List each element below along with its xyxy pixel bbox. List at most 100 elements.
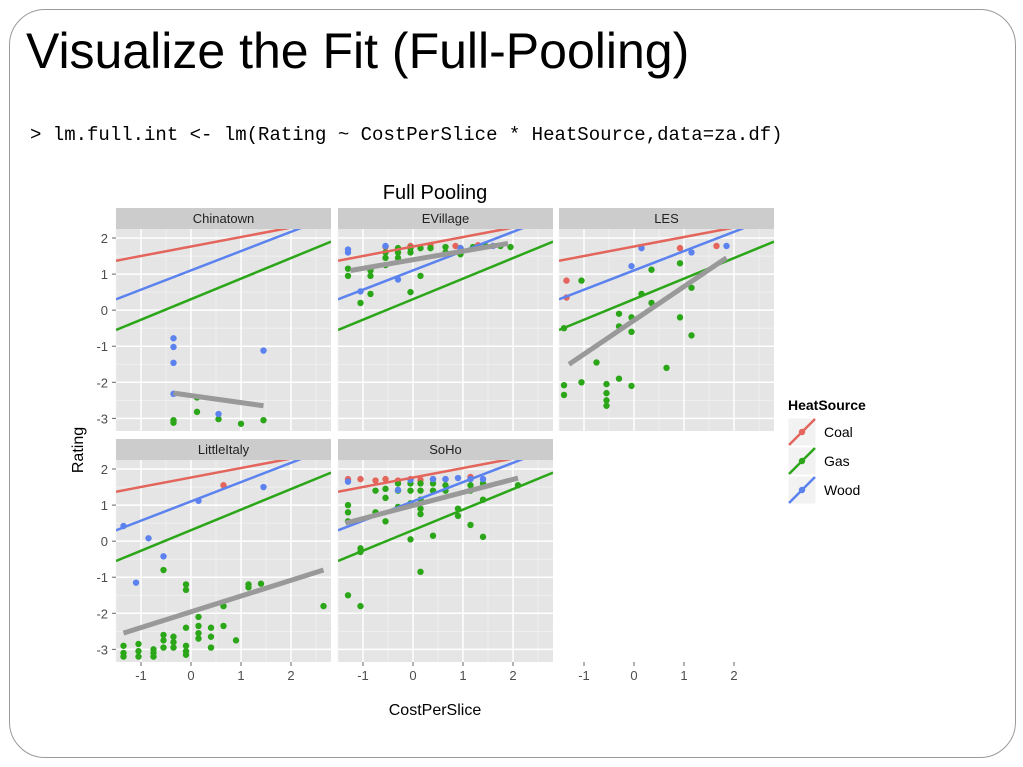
point-gas bbox=[372, 487, 379, 494]
x-tick-label: -1 bbox=[135, 668, 147, 683]
point-gas bbox=[417, 480, 424, 487]
legend-key-point bbox=[798, 486, 806, 494]
pooled-line-coal bbox=[116, 229, 291, 262]
y-tick-label: 0 bbox=[101, 303, 108, 318]
x-tick-label: 1 bbox=[459, 668, 466, 683]
point-gas bbox=[220, 622, 227, 630]
point-gas bbox=[603, 402, 610, 409]
pooled-line-coal bbox=[116, 460, 291, 493]
pooled-line-wood bbox=[116, 460, 302, 532]
point-wood bbox=[454, 474, 462, 482]
pooled-line-coal bbox=[338, 460, 513, 493]
panel-data-littleitaly bbox=[116, 460, 331, 660]
strip-chinatown bbox=[116, 208, 331, 229]
point-gas bbox=[182, 642, 190, 649]
slide-title: Visualize the Fit (Full-Pooling) bbox=[26, 23, 690, 79]
point-gas bbox=[442, 243, 449, 251]
pooled-line-gas bbox=[116, 471, 331, 563]
point-gas bbox=[467, 521, 474, 529]
pooled-line-gas bbox=[116, 240, 331, 332]
y-tick-label: 2 bbox=[101, 231, 108, 246]
pooled-line-wood bbox=[116, 229, 302, 301]
point-gas bbox=[195, 622, 202, 630]
y-tick-label: 2 bbox=[101, 462, 108, 477]
point-gas bbox=[688, 284, 695, 291]
point-gas bbox=[578, 379, 585, 386]
panel-background bbox=[338, 229, 553, 431]
point-gas bbox=[344, 509, 352, 516]
y-tick-label: -3 bbox=[96, 411, 108, 426]
point-gas bbox=[120, 642, 127, 649]
pooled-line-coal bbox=[338, 229, 513, 262]
pooled-line-gas bbox=[559, 240, 774, 332]
panel-data-les bbox=[559, 229, 774, 409]
point-gas bbox=[182, 581, 190, 588]
point-wood bbox=[160, 553, 167, 560]
point-gas bbox=[628, 328, 635, 336]
point-wood bbox=[429, 475, 437, 483]
point-gas bbox=[257, 580, 265, 587]
point-gas bbox=[182, 651, 190, 658]
point-gas bbox=[676, 314, 684, 321]
point-gas bbox=[578, 277, 585, 284]
point-gas bbox=[193, 408, 201, 416]
panel-fit-line bbox=[567, 255, 728, 367]
legend-key-gas: Gas bbox=[787, 446, 850, 476]
point-gas bbox=[344, 592, 352, 599]
legend-key-point bbox=[798, 457, 806, 465]
point-gas bbox=[170, 419, 177, 426]
point-gas bbox=[207, 644, 215, 651]
y-tick-label: -1 bbox=[96, 570, 108, 585]
y-tick-label: 0 bbox=[101, 534, 108, 549]
point-gas bbox=[207, 624, 215, 631]
x-tick-label: -1 bbox=[357, 668, 369, 683]
point-gas bbox=[663, 364, 670, 372]
point-wood bbox=[132, 579, 140, 586]
point-gas bbox=[593, 359, 600, 366]
point-gas bbox=[417, 568, 424, 576]
legend-key-wood: Wood bbox=[787, 475, 860, 505]
point-gas bbox=[560, 381, 568, 389]
point-gas bbox=[382, 254, 389, 262]
panel-data-chinatown bbox=[116, 229, 331, 427]
x-tick-label: 0 bbox=[187, 668, 194, 683]
y-tick-label: 1 bbox=[101, 498, 108, 513]
legend-title: HeatSource bbox=[788, 397, 866, 413]
point-gas bbox=[195, 613, 202, 621]
legend-key-point bbox=[798, 428, 806, 436]
pooled-line-wood bbox=[559, 229, 745, 301]
point-gas bbox=[382, 494, 389, 502]
point-gas bbox=[648, 266, 655, 273]
pooled-line-gas bbox=[338, 471, 553, 563]
panel-data-evillage bbox=[338, 229, 553, 332]
point-wood bbox=[628, 262, 635, 270]
point-wood bbox=[479, 475, 487, 483]
point-wood bbox=[170, 343, 177, 351]
point-gas bbox=[182, 586, 190, 594]
point-gas bbox=[170, 638, 177, 646]
point-gas bbox=[160, 566, 167, 574]
point-coal bbox=[357, 475, 364, 483]
point-gas bbox=[615, 375, 623, 382]
strip-evillage bbox=[338, 208, 553, 229]
point-gas bbox=[182, 624, 190, 631]
code-line: > lm.full.int <- lm(Rating ~ CostPerSlic… bbox=[30, 124, 783, 146]
point-gas bbox=[160, 637, 167, 644]
point-wood bbox=[260, 347, 267, 354]
panel-chinatown: Chinatown -3 -2 -1 0 1 2 bbox=[96, 208, 331, 431]
point-gas bbox=[407, 288, 414, 296]
point-coal bbox=[382, 475, 389, 483]
x-tick-label: 1 bbox=[237, 668, 244, 683]
point-gas bbox=[170, 644, 177, 651]
point-gas bbox=[628, 382, 635, 390]
panel-littleitaly: LittleItaly -3 -2 -1 0 1 2 bbox=[96, 439, 331, 662]
point-gas bbox=[367, 272, 374, 280]
strip-label-soho: SoHo bbox=[429, 442, 462, 457]
point-gas bbox=[170, 633, 177, 640]
point-coal bbox=[372, 477, 379, 484]
legend-label-wood: Wood bbox=[824, 482, 860, 498]
point-gas bbox=[344, 501, 352, 509]
point-wood bbox=[688, 249, 695, 256]
y-tick-label: -1 bbox=[96, 339, 108, 354]
